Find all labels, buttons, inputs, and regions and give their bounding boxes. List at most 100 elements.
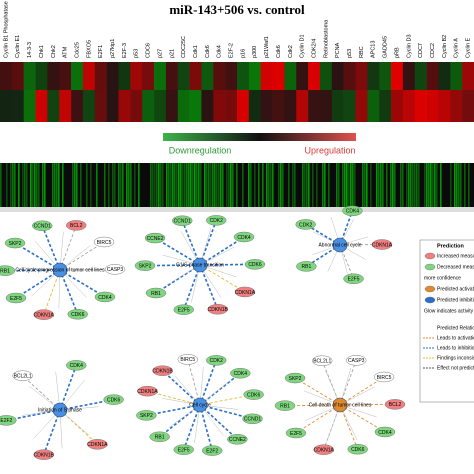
center-label: Abnormal cell cycle bbox=[318, 242, 361, 248]
heatmap-cell bbox=[11, 90, 24, 122]
node-label: CDK6 bbox=[107, 397, 121, 403]
heatmap-stripe bbox=[204, 163, 206, 207]
heatmap-stripe bbox=[80, 163, 82, 207]
heatmap-stripe bbox=[42, 163, 44, 207]
column-label: E2F-2 bbox=[229, 43, 235, 58]
heatmap-cell bbox=[355, 90, 368, 122]
heatmap-stripe bbox=[400, 163, 402, 207]
title: miR-143+506 vs. control bbox=[169, 2, 305, 17]
heatmap-stripe bbox=[354, 163, 356, 207]
heatmap-cell bbox=[130, 62, 143, 90]
heatmap-cell bbox=[189, 62, 202, 90]
edge bbox=[199, 372, 241, 406]
heatmap-cell bbox=[391, 62, 404, 90]
heatmap-stripe bbox=[108, 163, 110, 207]
heatmap-cell bbox=[165, 62, 179, 90]
node bbox=[173, 444, 194, 455]
heatmap-cell bbox=[189, 90, 202, 122]
column-label: PCNA bbox=[335, 42, 341, 58]
heatmap-stripe bbox=[370, 163, 372, 207]
column-label: Cyclin E1 bbox=[15, 35, 21, 58]
heatmap-stripe bbox=[212, 163, 214, 207]
heatmap-cell bbox=[367, 90, 380, 122]
heatmap-cell bbox=[142, 90, 155, 122]
heatmap-stripe bbox=[306, 163, 308, 207]
column-label: Cyclin E bbox=[466, 37, 472, 58]
heatmap-stripe bbox=[272, 163, 274, 207]
node-label: CDKN1A bbox=[372, 242, 393, 248]
heatmap-stripe bbox=[210, 163, 212, 207]
node bbox=[134, 260, 156, 271]
edge bbox=[182, 264, 201, 310]
heatmap-stripe bbox=[242, 163, 244, 207]
node bbox=[343, 273, 364, 285]
network: BCL2 BIRC5 CASP3 CDK4 CDK6 CDKN1A E2F5 RB1 SKP2 C… bbox=[0, 220, 126, 320]
heatmap-stripe bbox=[266, 163, 268, 207]
column-label: 14-3-3 bbox=[27, 42, 33, 58]
heatmap-stripe bbox=[402, 163, 404, 207]
node bbox=[145, 287, 167, 299]
heatmap-cell bbox=[272, 62, 285, 90]
column-label: Cyclin D3 bbox=[406, 34, 412, 58]
heatmap-stripe bbox=[338, 163, 340, 207]
heatmap-stripe bbox=[160, 163, 162, 207]
heatmap-cell bbox=[71, 90, 84, 122]
heatmap-cell bbox=[94, 90, 107, 122]
node-label: CDK6 bbox=[248, 262, 262, 268]
heatmap-stripe bbox=[426, 163, 428, 207]
node bbox=[104, 264, 126, 275]
heatmap-stripe bbox=[392, 163, 394, 207]
heatmap-cell bbox=[201, 90, 214, 122]
heatmap-cell bbox=[225, 90, 238, 122]
node-label: CDK6 bbox=[71, 312, 85, 318]
center-node bbox=[332, 397, 348, 413]
heatmap-stripe bbox=[62, 163, 64, 207]
node-label: CDKN1A bbox=[235, 290, 256, 296]
heatmap-cell bbox=[414, 90, 427, 122]
heatmap-stripe bbox=[6, 163, 8, 207]
heatmap-stripe bbox=[316, 163, 318, 207]
heatmap-stripe bbox=[232, 163, 234, 207]
node bbox=[373, 371, 395, 383]
column-label: GADD45 bbox=[383, 36, 389, 58]
heatmap-stripe bbox=[394, 163, 396, 207]
heatmap-cell bbox=[284, 90, 297, 122]
edge bbox=[181, 220, 201, 266]
heatmap-cell bbox=[23, 62, 36, 90]
heatmap-stripe bbox=[416, 163, 418, 207]
legend-relation: Leads to inhibition bbox=[437, 345, 474, 351]
node-label: CDK4 bbox=[98, 295, 112, 301]
heatmap-stripe bbox=[410, 163, 412, 207]
heatmap-cell bbox=[248, 62, 261, 90]
heatmap-stripe bbox=[458, 163, 460, 207]
node-label: CASP3 bbox=[348, 358, 365, 364]
heatmap-cell bbox=[165, 90, 179, 122]
node bbox=[33, 449, 54, 460]
column-label: Cyclin B1 Phosphatase bbox=[3, 1, 9, 58]
node-label: CCNE2 bbox=[147, 236, 164, 242]
node-label: E2F5 bbox=[178, 307, 190, 313]
heatmap-stripe bbox=[312, 163, 314, 207]
heatmap-cell bbox=[177, 62, 190, 90]
node bbox=[230, 367, 251, 379]
heatmap-stripe bbox=[236, 163, 238, 207]
heatmap-stripe bbox=[166, 163, 168, 207]
heatmap-stripe bbox=[192, 163, 194, 207]
heatmap-cell bbox=[379, 90, 392, 122]
heatmap-stripe bbox=[130, 163, 132, 207]
node-label: BCL2L1 bbox=[14, 374, 32, 380]
heatmap-cell bbox=[35, 90, 48, 122]
node-label: CDK4 bbox=[70, 363, 84, 369]
edge bbox=[339, 360, 357, 406]
center-node bbox=[192, 397, 208, 413]
heatmap-stripe bbox=[342, 163, 344, 207]
column-label: p21 bbox=[169, 49, 175, 58]
heatmap-cell bbox=[35, 62, 48, 90]
heatmap-stripe bbox=[464, 163, 466, 207]
heatmap-stripe bbox=[52, 163, 54, 207]
center-label: Initiation of S phase bbox=[38, 407, 82, 413]
heatmap-stripe bbox=[380, 163, 382, 207]
heatmap-stripe bbox=[414, 163, 416, 207]
legend-swatch bbox=[424, 285, 436, 293]
heatmap-stripe bbox=[26, 163, 28, 207]
